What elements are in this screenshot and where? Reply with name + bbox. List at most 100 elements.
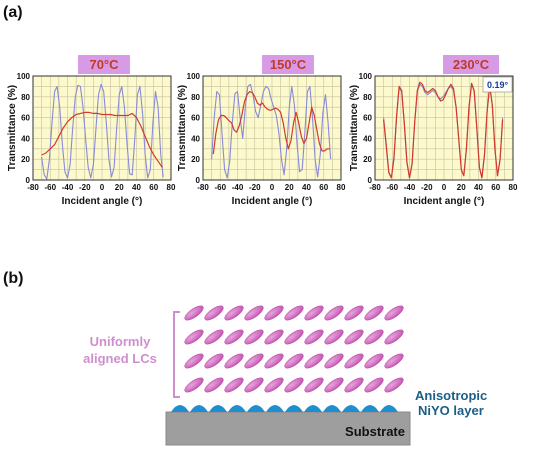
x-axis-title: Incident angle (°) [62, 196, 143, 207]
temperature-badge [78, 55, 130, 74]
x-tick-label: -60 [386, 183, 398, 192]
y-tick-label: 80 [21, 93, 30, 102]
x-tick-label: 40 [474, 183, 483, 192]
x-tick-label: 40 [302, 183, 311, 192]
niyo-bump [361, 405, 379, 412]
plot-frame [32, 75, 172, 181]
y-axis-title: Transmittance (%) [349, 85, 360, 171]
lc-label-line2: aligned LCs [83, 351, 157, 366]
lc-molecule [304, 305, 324, 321]
y-tick-label: 60 [363, 114, 372, 123]
lc-molecule [324, 353, 344, 369]
x-tick-label: 80 [337, 183, 346, 192]
x-tick-label: -80 [197, 183, 209, 192]
niyo-bump [304, 405, 322, 412]
x-axis-title: Incident angle (°) [404, 196, 485, 207]
niyo-bump [247, 405, 265, 412]
lc-bracket [173, 311, 180, 398]
temperature-label: 150°C [270, 57, 307, 72]
y-tick-label: 100 [359, 72, 373, 81]
plot-frame [202, 75, 342, 181]
x-tick-label: 20 [285, 183, 294, 192]
lc-molecule [384, 305, 404, 321]
x-tick-label: 0 [270, 183, 275, 192]
y-tick-label: 60 [21, 114, 30, 123]
lc-label-line1: Uniformly [90, 334, 151, 349]
lc-molecule [224, 305, 244, 321]
lc-array [184, 305, 404, 393]
y-tick-label: 100 [187, 72, 201, 81]
x-tick-label: 60 [149, 183, 158, 192]
niyo-bump [171, 405, 189, 412]
lc-molecule [384, 377, 404, 393]
x-tick-label: 0 [442, 183, 447, 192]
lc-molecule [244, 353, 264, 369]
layer-label-line1: Anisotropic [415, 388, 487, 403]
lc-molecule [264, 329, 284, 345]
x-tick-label: -80 [27, 183, 39, 192]
lc-molecule [284, 329, 304, 345]
lc-molecule [284, 377, 304, 393]
annotation-box [482, 76, 513, 93]
chart-1: -80 -60 -40 -20 0 20 40 60 80 0 20 40 60 80 100 Inciden… [7, 55, 176, 207]
x-tick-label: 40 [132, 183, 141, 192]
lc-molecule [204, 377, 224, 393]
lc-molecule [324, 305, 344, 321]
x-tick-label: 20 [115, 183, 124, 192]
lc-molecule [244, 377, 264, 393]
series-blue-line [41, 83, 164, 180]
x-tick-label: -60 [214, 183, 226, 192]
y-tick-label: 80 [363, 93, 372, 102]
y-tick-label: 40 [363, 134, 372, 143]
x-axis-title: Incident angle (°) [232, 196, 313, 207]
y-tick-label: 20 [21, 155, 30, 164]
layer-label-line2: NiYO layer [418, 403, 484, 418]
lc-molecule [204, 329, 224, 345]
x-tick-label: -60 [44, 183, 56, 192]
y-tick-label: 40 [191, 134, 200, 143]
lc-molecule [244, 305, 264, 321]
lc-molecule [384, 329, 404, 345]
x-tick-label: -40 [62, 183, 74, 192]
lc-molecule [244, 329, 264, 345]
chart-2: -80 -60 -40 -20 0 20 40 60 80 0 20 40 60 80 100 Inciden… [177, 55, 346, 207]
plot-frame [374, 75, 514, 181]
lc-molecule [264, 377, 284, 393]
lc-molecule [204, 305, 224, 321]
temperature-badge [443, 55, 499, 74]
lc-molecule [184, 377, 204, 393]
lc-alignment-diagram: Substrate Uniformly aligned LCs Anisotro… [83, 305, 487, 446]
series-red-line [383, 81, 504, 179]
niyo-bump [342, 405, 360, 412]
x-tick-label: -80 [369, 183, 381, 192]
series-blue-line [211, 83, 332, 179]
series-red-line [41, 111, 163, 168]
x-tick-label: -20 [79, 183, 91, 192]
chart-3: -80 -60 -40 -20 0 20 40 60 80 0 20 40 60 80 100 Inciden… [349, 55, 518, 207]
niyo-bump [190, 405, 208, 412]
lc-molecule [364, 377, 384, 393]
lc-molecule [324, 377, 344, 393]
x-tick-label: -20 [249, 183, 261, 192]
niyo-bump [380, 405, 398, 412]
x-tick-label: 80 [509, 183, 518, 192]
lc-molecule [304, 377, 324, 393]
x-tick-label: -40 [404, 183, 416, 192]
x-tick-label: 60 [491, 183, 500, 192]
lc-molecule [264, 353, 284, 369]
series-red-line [212, 91, 330, 155]
lc-molecule [184, 305, 204, 321]
temperature-label: 70°C [89, 57, 119, 72]
lc-molecule [304, 329, 324, 345]
temperature-label: 230°C [453, 57, 490, 72]
lc-molecule [204, 353, 224, 369]
niyo-layer [171, 405, 398, 412]
lc-molecule [184, 329, 204, 345]
lc-molecule [344, 377, 364, 393]
lc-molecule [224, 353, 244, 369]
x-tick-label: -40 [232, 183, 244, 192]
substrate-label: Substrate [345, 424, 405, 439]
niyo-bump [228, 405, 246, 412]
lc-molecule [324, 329, 344, 345]
